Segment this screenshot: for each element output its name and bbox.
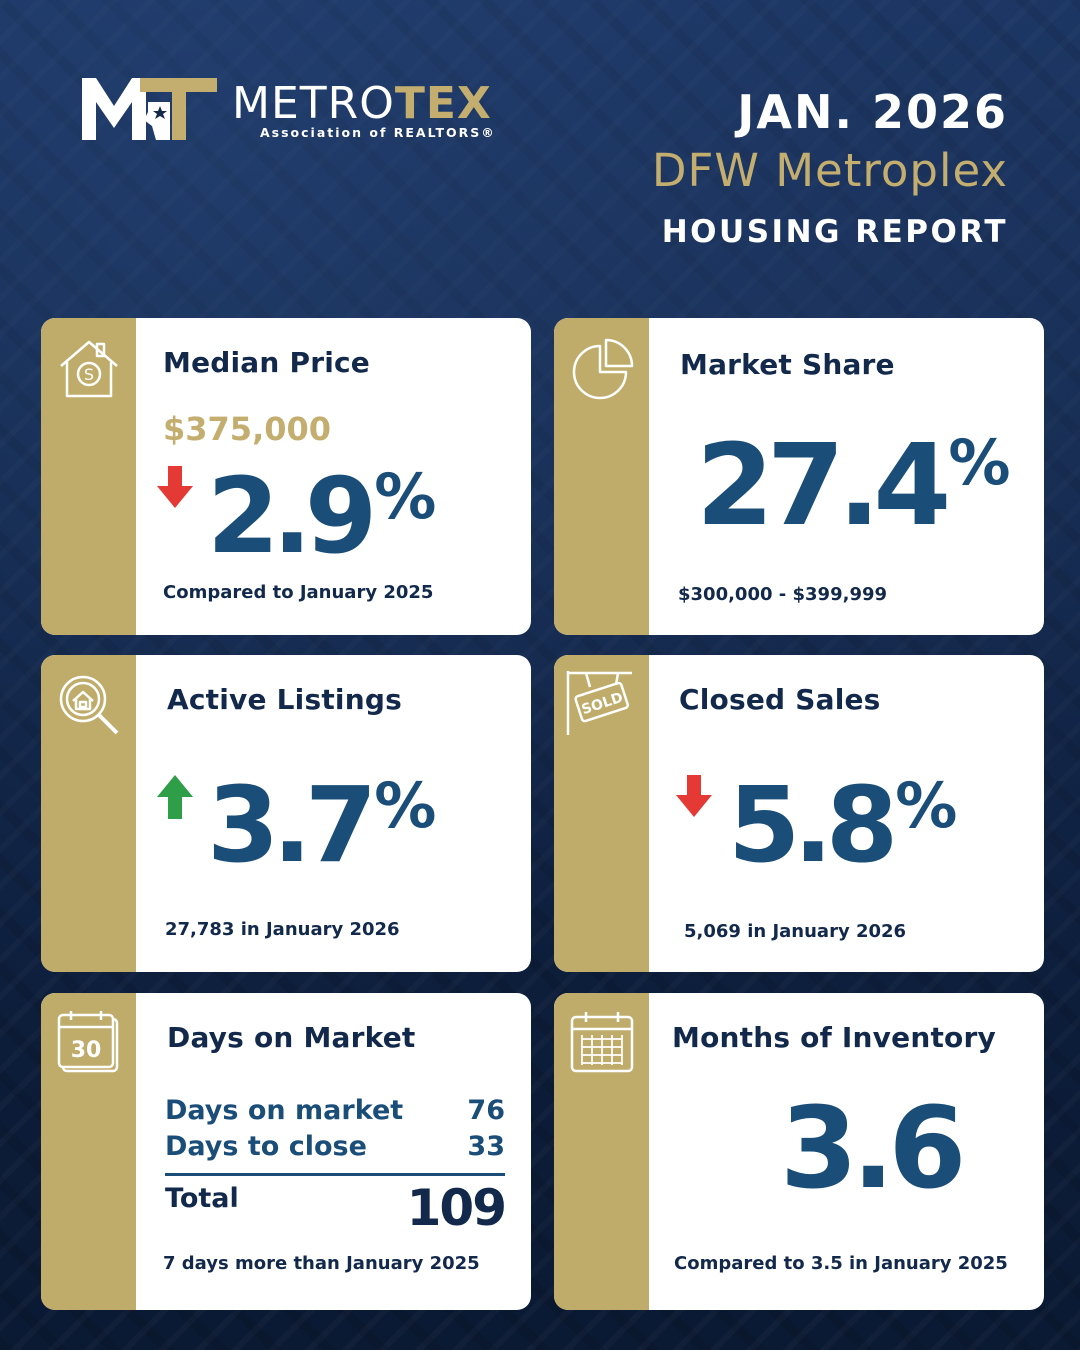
total-divider: [165, 1173, 505, 1176]
svg-text:30: 30: [71, 1038, 102, 1063]
card-note: Compared to January 2025: [163, 582, 434, 603]
house-search-icon: [59, 675, 119, 735]
pie-chart-icon: [572, 338, 634, 400]
house-dollar-icon: S: [60, 340, 118, 398]
market-share-card: Market Share 27.4% $300,000 - $399,999: [554, 318, 1044, 635]
report-header: JAN. 2026 DFW Metroplex HOUSING REPORT: [652, 84, 1008, 260]
closed-sales-change: 5.8%: [728, 764, 957, 886]
metrotex-logo: METROTEX Association of REALTORS®: [82, 76, 512, 142]
days-on-market-card: 30 Days on Market Days on market 76 Days …: [41, 993, 531, 1310]
report-date: JAN. 2026: [737, 85, 1008, 139]
total-value: 109: [406, 1179, 507, 1237]
active-listings-card: Active Listings 3.7% 27,783 in January 2…: [41, 655, 531, 972]
card-title: Median Price: [163, 346, 370, 379]
report-title: HOUSING REPORT: [661, 214, 1008, 250]
closed-sales-card: SOLD Closed Sales 5.8% 5,069 in January …: [554, 655, 1044, 972]
sold-sign-icon: SOLD: [566, 671, 632, 735]
card-accent-strip: [41, 318, 136, 635]
card-note: 27,783 in January 2026: [165, 919, 400, 940]
card-note: 5,069 in January 2026: [684, 921, 907, 942]
median-price-card: S Median Price $375,000 2.9% Compared to…: [41, 318, 531, 635]
report-region: DFW Metroplex: [651, 144, 1008, 197]
card-title: Months of Inventory: [672, 1021, 996, 1054]
card-note: 7 days more than January 2025: [163, 1253, 480, 1274]
card-title: Days on Market: [167, 1021, 416, 1054]
svg-text:S: S: [84, 365, 94, 384]
card-note: Compared to 3.5 in January 2025: [674, 1253, 1008, 1274]
market-share-value: 27.4%: [696, 421, 1010, 551]
card-accent-strip: [554, 655, 649, 972]
months-of-inventory-card: Months of Inventory 3.6 Compared to 3.5 …: [554, 993, 1044, 1310]
calendar-30-icon: 30: [57, 1011, 119, 1073]
days-to-close-row: Days to close 33: [165, 1131, 505, 1162]
card-note: $300,000 - $399,999: [678, 584, 888, 605]
logo-subtitle: Association of REALTORS®: [260, 125, 496, 140]
days-on-market-row: Days on market 76: [165, 1095, 505, 1126]
mt-monogram-icon: [82, 78, 217, 140]
median-price-change: 2.9%: [207, 455, 436, 577]
arrow-down-icon: [157, 466, 193, 508]
months-of-inventory-value: 3.6: [780, 1084, 966, 1214]
median-price-value: $375,000: [163, 410, 332, 448]
card-title: Closed Sales: [679, 683, 881, 716]
logo-wordmark: METROTEX: [232, 78, 492, 129]
arrow-up-icon: [157, 775, 193, 819]
card-title: Market Share: [680, 348, 895, 381]
arrow-down-icon: [676, 775, 712, 817]
calendar-grid-icon: [570, 1012, 634, 1073]
card-title: Active Listings: [167, 683, 402, 716]
active-listings-change: 3.7%: [207, 764, 436, 886]
total-label: Total: [165, 1183, 239, 1214]
